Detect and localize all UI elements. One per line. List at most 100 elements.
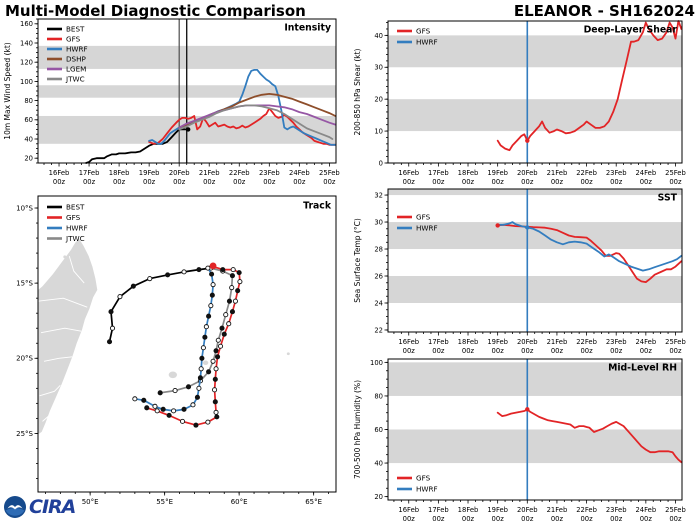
- svg-text:65°E: 65°E: [305, 498, 322, 506]
- track-point: [209, 271, 215, 277]
- track-point: [166, 412, 172, 418]
- province-border: [40, 327, 82, 334]
- track-point: [171, 408, 177, 414]
- track-point: [193, 422, 199, 428]
- track-point: [215, 337, 221, 343]
- track-point: [213, 409, 219, 415]
- intensity-chart: 16Feb00z17Feb00z18Feb00z19Feb00z20Feb00z…: [3, 18, 340, 186]
- track-point: [117, 294, 123, 300]
- track-point: [214, 414, 220, 420]
- panel-title: SST: [658, 193, 678, 204]
- track-point: [226, 298, 233, 304]
- track-point: [165, 272, 171, 278]
- svg-text:00z: 00z: [293, 178, 306, 186]
- svg-text:30: 30: [374, 64, 383, 72]
- storm-title: ELEANOR - SH162024: [513, 2, 695, 20]
- track-point: [197, 375, 203, 381]
- svg-text:17Feb: 17Feb: [428, 169, 449, 177]
- track-point: [196, 267, 202, 273]
- track-point: [213, 366, 219, 372]
- y-axis-label: 10m Max Wind Speed (kt): [3, 42, 12, 139]
- intensity-plot: [38, 19, 337, 164]
- svg-text:20Feb: 20Feb: [517, 506, 538, 514]
- svg-text:22: 22: [374, 326, 383, 334]
- track-point: [210, 282, 216, 288]
- y-axis-label: 200-850 hPa Shear (kt): [353, 48, 362, 135]
- svg-text:40: 40: [374, 32, 383, 40]
- svg-text:20: 20: [374, 96, 383, 104]
- track-point: [226, 321, 232, 327]
- svg-text:00z: 00z: [551, 347, 564, 355]
- track-point: [109, 325, 116, 331]
- track-point: [196, 385, 202, 391]
- track-point: [160, 406, 166, 412]
- svg-text:00z: 00z: [113, 178, 126, 186]
- svg-text:40: 40: [374, 459, 383, 467]
- svg-text:140: 140: [20, 39, 33, 47]
- current-position-marker: [209, 262, 217, 270]
- svg-text:00z: 00z: [403, 515, 416, 523]
- series-JTWC: [178, 104, 334, 140]
- y-axis-label: Sea Surface Temp (°C): [353, 218, 362, 303]
- svg-text:10°S: 10°S: [16, 204, 33, 212]
- shear-chart: 16Feb00z17Feb00z18Feb00z19Feb00z20Feb00z…: [353, 20, 686, 186]
- svg-text:80: 80: [24, 97, 33, 105]
- track-point: [208, 303, 214, 309]
- legend-label-BEST: BEST: [66, 25, 85, 34]
- svg-text:00z: 00z: [403, 178, 416, 186]
- track-point: [220, 267, 226, 273]
- svg-text:00z: 00z: [640, 515, 653, 523]
- legend-label-DSHP: DSHP: [66, 55, 87, 64]
- legend-label-HWRF: HWRF: [416, 485, 438, 494]
- svg-text:00z: 00z: [492, 178, 505, 186]
- legend-label-BEST: BEST: [66, 203, 85, 212]
- svg-text:20Feb: 20Feb: [517, 338, 538, 346]
- svg-text:00z: 00z: [521, 347, 534, 355]
- svg-text:17Feb: 17Feb: [79, 169, 100, 177]
- svg-text:100: 100: [20, 78, 33, 86]
- track-point: [206, 369, 212, 375]
- y-axis-label: 700-500 hPa Humidity (%): [353, 380, 362, 479]
- svg-text:00z: 00z: [403, 347, 416, 355]
- track-point: [229, 273, 235, 279]
- track-JTWC: [157, 265, 235, 396]
- svg-text:25Feb: 25Feb: [665, 338, 686, 346]
- svg-text:23Feb: 23Feb: [606, 506, 627, 514]
- map-area: [38, 238, 290, 435]
- track-point: [202, 334, 208, 340]
- svg-text:00z: 00z: [610, 178, 623, 186]
- cira-logo: CIRA: [29, 496, 76, 518]
- svg-text:00z: 00z: [462, 515, 475, 523]
- legend-label-HWRF: HWRF: [416, 224, 438, 233]
- svg-text:00z: 00z: [492, 347, 505, 355]
- legend-label-JTWC: JTWC: [65, 75, 85, 84]
- legend: GFS HWRF: [397, 474, 438, 494]
- x-axis: 16Feb00z17Feb00z18Feb00z19Feb00z20Feb00z…: [43, 163, 340, 186]
- shear-plot: [388, 20, 683, 163]
- svg-text:120: 120: [20, 59, 33, 67]
- track-point: [108, 309, 114, 315]
- track-point: [212, 399, 218, 405]
- y-axis: 22 24 26 28 30 32: [374, 191, 388, 334]
- province-border: [38, 297, 88, 308]
- track-point: [210, 358, 216, 364]
- svg-text:0: 0: [379, 159, 383, 167]
- svg-text:00z: 00z: [233, 178, 246, 186]
- svg-text:24Feb: 24Feb: [635, 169, 656, 177]
- track-point: [236, 270, 242, 276]
- svg-text:00z: 00z: [580, 515, 593, 523]
- panel-title: Intensity: [284, 23, 331, 34]
- x-axis: 50°E 55°E 60°E 65°E: [45, 492, 329, 506]
- track-point: [194, 394, 200, 400]
- track-point: [213, 348, 219, 354]
- svg-text:25Feb: 25Feb: [665, 506, 686, 514]
- intensity-band: [388, 276, 682, 303]
- y-axis: 20 40 60 80 100: [370, 359, 388, 501]
- sst-chart: 16Feb00z17Feb00z18Feb00z19Feb00z20Feb00z…: [353, 188, 686, 355]
- svg-text:16Feb: 16Feb: [398, 338, 419, 346]
- track-point: [209, 292, 215, 298]
- x-axis: 16Feb00z17Feb00z18Feb00z19Feb00z20Feb00z…: [393, 332, 686, 355]
- track-point: [229, 285, 235, 291]
